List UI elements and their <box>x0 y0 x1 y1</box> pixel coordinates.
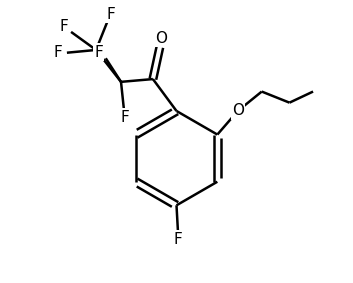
Text: F: F <box>54 45 62 60</box>
Text: F: F <box>174 232 182 247</box>
Text: F: F <box>95 45 103 60</box>
Text: F: F <box>59 20 68 35</box>
Text: O: O <box>155 31 167 46</box>
Text: F: F <box>121 110 130 125</box>
Text: O: O <box>232 104 244 119</box>
Text: F: F <box>106 7 115 22</box>
